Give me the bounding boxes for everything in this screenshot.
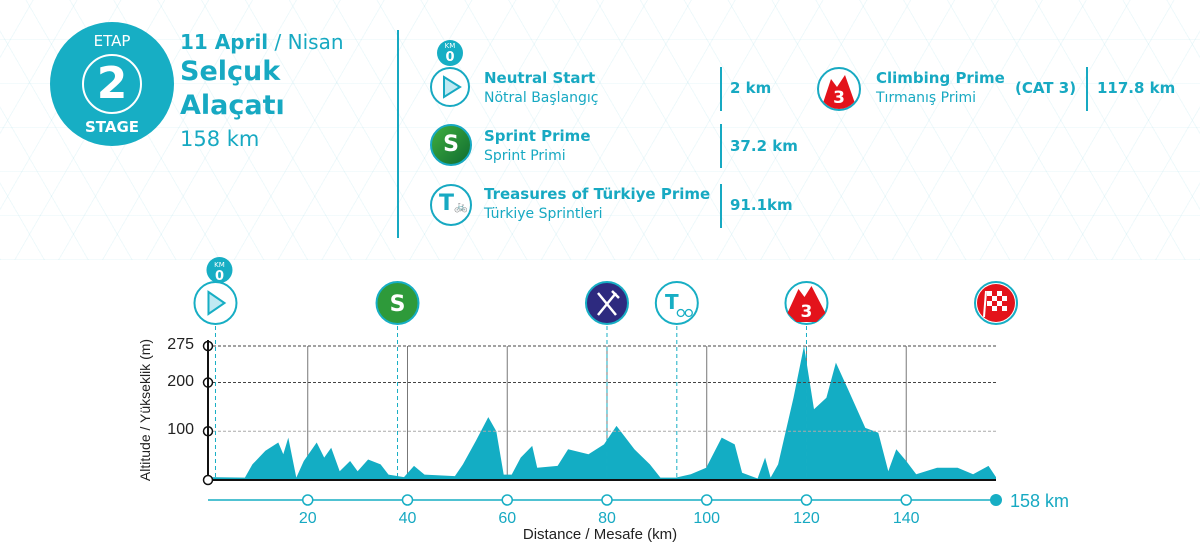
climb-category: (CAT 3) xyxy=(1015,79,1077,97)
km0-label: KM xyxy=(214,261,225,269)
treasures-icon: T🚲 xyxy=(430,184,472,226)
date-tr: / Nisan xyxy=(268,30,344,54)
legend-subtitle: Nötral Başlangıç xyxy=(484,90,599,106)
finish-icon-bg xyxy=(977,284,1015,322)
climb-category-glyph: 3 xyxy=(801,302,813,322)
legend-title: Neutral Start xyxy=(484,69,596,87)
badge-etap: ETAP xyxy=(93,32,131,50)
x-tick-marker xyxy=(501,494,513,506)
bike-wheel-icon xyxy=(676,308,685,318)
finish-distance-marker xyxy=(990,494,1002,506)
divider xyxy=(397,30,399,238)
fork-knife-icon xyxy=(597,290,620,316)
divider xyxy=(720,184,722,228)
date-en: 11 April xyxy=(180,30,269,54)
badge-stage: STAGE xyxy=(84,118,140,136)
checkered-flag-square xyxy=(1002,306,1007,311)
sprint-glyph: S xyxy=(390,292,406,317)
legend-km: 91.1km xyxy=(730,196,793,214)
header-background-pattern xyxy=(0,0,1200,260)
x-tick-label: 120 xyxy=(793,510,820,527)
finish-city: Alaçatı xyxy=(180,90,285,121)
treasures-glyph: T xyxy=(665,290,679,314)
stage-badge: ETAP 2 STAGE xyxy=(50,22,174,146)
sprint-icon xyxy=(375,281,420,325)
x-axis-label: Distance / Mesafe (km) xyxy=(522,526,678,543)
start-city: Selçuk xyxy=(180,56,281,87)
x-tick-marker xyxy=(700,494,713,506)
x-tick-label: 80 xyxy=(598,510,616,527)
checkered-flag-square xyxy=(987,291,992,296)
divider xyxy=(720,67,722,111)
km0-value: 0 xyxy=(445,50,455,65)
cyclist-icon: 🚲 xyxy=(454,200,468,213)
x-tick-marker xyxy=(800,494,813,506)
y-tick-label: 200 xyxy=(167,372,194,390)
flag-pole xyxy=(983,290,987,318)
treasures-icon xyxy=(654,281,699,325)
climb-category-glyph: 3 xyxy=(833,88,845,108)
neutral-start-icon xyxy=(430,67,470,107)
play-icon xyxy=(207,290,227,316)
badge-ring xyxy=(82,54,142,114)
legend-km: 37.2 km xyxy=(730,137,798,155)
x-tick-marker xyxy=(601,494,613,506)
stage-distance: 158 km xyxy=(180,127,260,151)
km0-value: 0 xyxy=(215,269,224,284)
bike-wheel-icon xyxy=(684,308,693,318)
checkered-flag-square xyxy=(992,296,997,301)
legend-title: Climbing Prime xyxy=(876,69,1005,87)
x-tick-marker xyxy=(900,494,912,506)
x-tick-marker xyxy=(301,494,314,506)
legend-subtitle: Türkiye Sprintleri xyxy=(484,206,603,222)
x-tick-label: 60 xyxy=(498,510,517,527)
y-tick-label: 100 xyxy=(167,421,194,439)
end-distance-label: 158 km xyxy=(1010,491,1070,511)
stage-number: 2 xyxy=(96,58,128,109)
divider xyxy=(1086,67,1088,111)
climb-icon: 3 xyxy=(817,67,861,111)
mountain-icon xyxy=(787,286,826,322)
legend-km: 117.8 km xyxy=(1097,79,1176,97)
y-tick-marker xyxy=(202,474,214,486)
stage-date: 11 April / Nisan xyxy=(180,30,344,54)
legend-subtitle: Sprint Primi xyxy=(484,148,566,164)
x-tick-label: 20 xyxy=(298,510,317,527)
elevation-area xyxy=(208,346,996,480)
km0-label: KM xyxy=(444,42,456,50)
checkered-flag-square xyxy=(992,306,997,311)
treasures-glyph: T xyxy=(439,191,455,216)
sprint-icon: S xyxy=(430,124,472,166)
checkered-flag-square xyxy=(1002,296,1007,301)
legend-km: 2 km xyxy=(730,79,772,97)
checkered-flag-square xyxy=(997,301,1002,306)
legend-subtitle: Tırmanış Primi xyxy=(876,90,977,106)
checkered-flag-square xyxy=(987,301,992,306)
km0-badge xyxy=(206,257,233,283)
x-tick-label: 100 xyxy=(693,510,721,527)
x-tick-label: 40 xyxy=(398,510,417,527)
x-tick-marker xyxy=(401,494,414,506)
x-tick-label: 140 xyxy=(892,510,920,527)
legend-title: Sprint Prime xyxy=(484,127,591,145)
km0-badge: KM 0 xyxy=(437,40,463,66)
divider xyxy=(720,124,722,168)
y-tick-label: 275 xyxy=(167,336,194,353)
checkered-flag-square xyxy=(997,291,1002,296)
legend-title: Treasures of Türkiye Prime xyxy=(484,185,711,203)
